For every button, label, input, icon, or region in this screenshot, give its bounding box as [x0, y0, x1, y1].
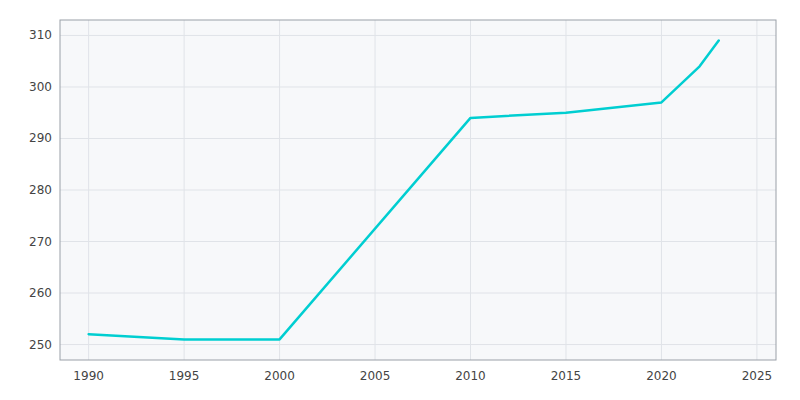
y-tick-label: 260	[29, 286, 52, 300]
x-grid-line	[279, 20, 280, 360]
plot-frame	[60, 20, 776, 360]
data-line	[89, 41, 719, 340]
grid	[60, 20, 776, 360]
y-grid-line	[60, 344, 776, 345]
tick-labels: 250 260 270 280 290 300 310 1990 1995 2000 2005 201…	[29, 28, 772, 383]
y-grid-line	[60, 190, 776, 191]
y-tick-label: 310	[29, 28, 52, 42]
x-tick-label: 2015	[551, 369, 582, 383]
x-grid-line	[756, 20, 757, 360]
plot-background	[60, 20, 776, 360]
y-tick-label: 250	[29, 338, 52, 352]
data-layer	[89, 41, 719, 340]
y-tick-label: 280	[29, 183, 52, 197]
x-tick-label: 2000	[264, 369, 295, 383]
x-tick-label: 1990	[73, 369, 104, 383]
x-tick-label: 2020	[646, 369, 677, 383]
x-grid-line	[88, 20, 89, 360]
x-tick-label: 2025	[742, 369, 773, 383]
y-grid-line	[60, 138, 776, 139]
x-tick-label: 1995	[169, 369, 200, 383]
y-tick-label: 290	[29, 131, 52, 145]
y-grid-line	[60, 241, 776, 242]
x-grid-line	[375, 20, 376, 360]
x-tick-label: 2010	[455, 369, 486, 383]
x-grid-line	[661, 20, 662, 360]
x-tick-label: 2005	[360, 369, 391, 383]
x-grid-line	[565, 20, 566, 360]
y-tick-label: 300	[29, 80, 52, 94]
chart-svg: 250 260 270 280 290 300 310 1990 1995 2000 2005 201…	[0, 0, 800, 400]
x-grid-line	[184, 20, 185, 360]
y-grid-line	[60, 86, 776, 87]
x-grid-line	[470, 20, 471, 360]
y-grid-line	[60, 35, 776, 36]
y-grid-line	[60, 293, 776, 294]
chart-container: 250 260 270 280 290 300 310 1990 1995 2000 2005 201…	[0, 0, 800, 400]
y-tick-label: 270	[29, 235, 52, 249]
